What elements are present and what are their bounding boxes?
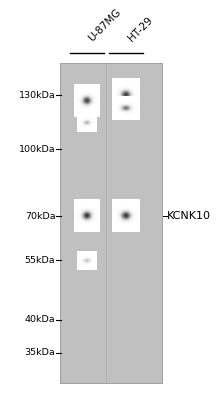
Text: 35kDa: 35kDa (25, 348, 55, 357)
FancyBboxPatch shape (60, 63, 162, 383)
Text: KCNK10: KCNK10 (167, 211, 211, 221)
Text: HT-29: HT-29 (126, 15, 154, 44)
Text: 55kDa: 55kDa (25, 256, 55, 265)
Text: U-87MG: U-87MG (87, 7, 123, 44)
Text: 130kDa: 130kDa (19, 91, 55, 100)
Text: 40kDa: 40kDa (25, 316, 55, 324)
Text: 100kDa: 100kDa (19, 144, 55, 154)
Text: 70kDa: 70kDa (25, 212, 55, 221)
